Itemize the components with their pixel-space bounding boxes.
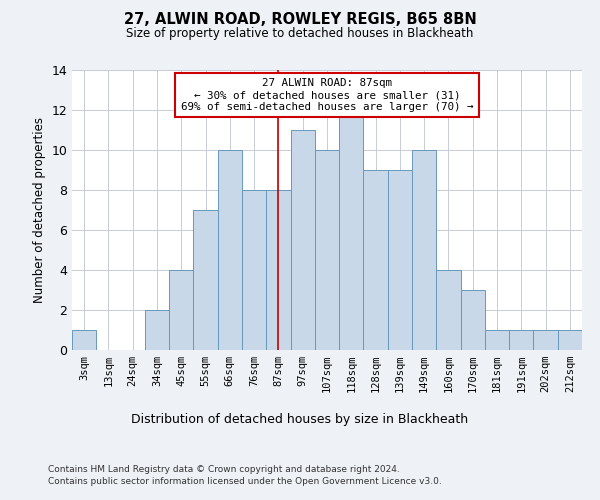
Bar [533,330,558,350]
Bar [315,150,339,350]
Text: Distribution of detached houses by size in Blackheath: Distribution of detached houses by size … [131,412,469,426]
Bar [509,330,533,350]
Bar [145,310,169,350]
Text: Size of property relative to detached houses in Blackheath: Size of property relative to detached ho… [127,28,473,40]
Bar [218,150,242,350]
Text: Contains HM Land Registry data © Crown copyright and database right 2024.: Contains HM Land Registry data © Crown c… [48,465,400,474]
Text: Contains public sector information licensed under the Open Government Licence v3: Contains public sector information licen… [48,478,442,486]
Bar [388,170,412,350]
Y-axis label: Number of detached properties: Number of detached properties [33,117,46,303]
Bar [339,110,364,350]
Bar [364,170,388,350]
Bar [72,330,96,350]
Bar [242,190,266,350]
Bar [290,130,315,350]
Bar [193,210,218,350]
Bar [558,330,582,350]
Text: 27, ALWIN ROAD, ROWLEY REGIS, B65 8BN: 27, ALWIN ROAD, ROWLEY REGIS, B65 8BN [124,12,476,28]
Text: 27 ALWIN ROAD: 87sqm
← 30% of detached houses are smaller (31)
69% of semi-detac: 27 ALWIN ROAD: 87sqm ← 30% of detached h… [181,78,473,112]
Bar [169,270,193,350]
Bar [461,290,485,350]
Bar [412,150,436,350]
Bar [266,190,290,350]
Bar [485,330,509,350]
Bar [436,270,461,350]
